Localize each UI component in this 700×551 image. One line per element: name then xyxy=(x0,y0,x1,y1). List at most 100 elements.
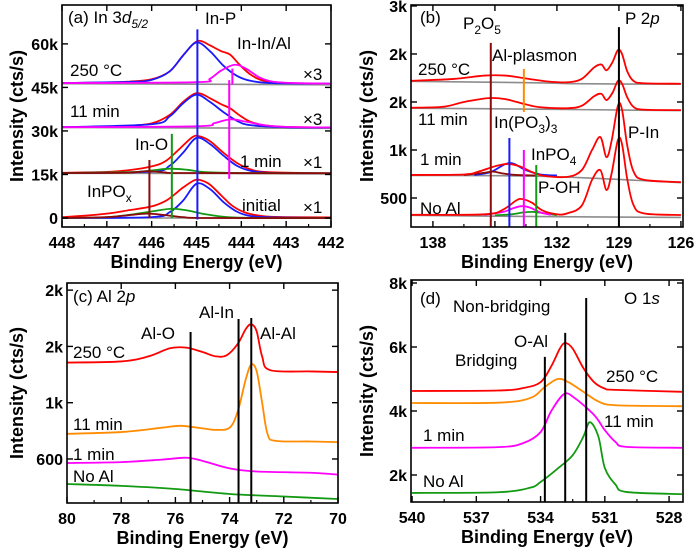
series-line-magenta xyxy=(484,205,551,216)
series-line-magenta xyxy=(412,392,682,449)
y-tick-label: 2k xyxy=(389,47,407,64)
y-tick-label: 6k xyxy=(389,340,407,357)
panel-c-annotations: (c) Al 2p Al-O Al-In Al-Al 250 °C 11 min… xyxy=(73,287,296,486)
y-tick-label: 2k xyxy=(389,468,407,485)
label-250c: 250 °C xyxy=(418,60,470,79)
y-tick-label: 2k xyxy=(389,95,407,112)
x-axis-title: Binding Energy (eV) xyxy=(461,252,633,272)
label-initial: initial xyxy=(242,196,281,215)
label-250c: 250 °C xyxy=(606,367,658,386)
x-tick-label: 80 xyxy=(58,511,76,528)
label-non-bridging: Non-bridging xyxy=(453,297,550,316)
series-line-green xyxy=(67,483,338,500)
plot-frame xyxy=(410,279,684,503)
x-tick-label: 444 xyxy=(228,235,255,252)
y-tick-label: 15k xyxy=(31,167,58,184)
series-line-blue xyxy=(62,41,331,85)
y-axis-title: Intensity (cts/s) xyxy=(7,327,27,459)
label-bridging: Bridging xyxy=(455,351,517,370)
x-tick-label: 126 xyxy=(668,235,695,252)
scale-x1: ×1 xyxy=(303,198,322,217)
panel-d-annotations: (d) O 1s Non-bridging O-Al Bridging 250 … xyxy=(420,289,660,491)
series-line-red xyxy=(411,136,681,216)
panel-b-label: (b) xyxy=(420,8,441,27)
label-11min: 11 min xyxy=(70,102,120,121)
label-al-o: Al-O xyxy=(141,324,175,343)
label-al-plasmon: Al-plasmon xyxy=(492,46,577,65)
series-line-orange xyxy=(412,377,682,408)
y-tick-label: 8k xyxy=(389,276,407,293)
y-tick-label: 1k xyxy=(389,143,407,160)
plot-area xyxy=(411,48,681,219)
label-in-p: In-P xyxy=(205,9,236,28)
x-tick-label: 537 xyxy=(463,510,490,527)
plot-frame xyxy=(410,4,684,228)
scale-x3: ×3 xyxy=(303,110,322,129)
x-tick-label: 70 xyxy=(329,511,347,528)
series-line-magenta xyxy=(67,456,338,476)
x-tick-label: 76 xyxy=(167,511,185,528)
label-11min: 11 min xyxy=(604,412,654,431)
x-tick-label: 447 xyxy=(93,235,120,252)
panel-b-title: P 2p xyxy=(625,9,660,28)
panel-d-label: (d) xyxy=(420,289,441,308)
y-axis-title: Intensity (cts/s) xyxy=(7,50,27,182)
label-al-in: Al-In xyxy=(199,303,234,322)
scale-x1: ×1 xyxy=(303,153,322,172)
panel-a-title: (a) In 3d5/2 xyxy=(68,8,148,31)
y-tick-label: 600 xyxy=(36,452,63,469)
label-in-in-al: In-In/Al xyxy=(237,34,291,53)
panel-d-o1s: 540 537 534 531 528 2k 4k 6k 8k Binding Energy (e… xyxy=(357,276,684,547)
panel-c-title: (c) Al 2p xyxy=(73,287,135,306)
x-tick-label: 78 xyxy=(112,511,130,528)
series-line-orange xyxy=(67,363,338,443)
label-inpox: InPOx xyxy=(87,182,132,205)
x-tick-label: 72 xyxy=(275,511,293,528)
label-no-al: No Al xyxy=(420,199,461,218)
series-line-gray xyxy=(411,80,681,86)
y-tick-label: 500 xyxy=(380,191,407,208)
x-axis-title: Binding Energy (eV) xyxy=(461,527,633,547)
x-tick-label: 446 xyxy=(138,235,165,252)
y-tick-label: 2k xyxy=(45,339,63,356)
x-tick-label: 528 xyxy=(656,510,683,527)
x-tick-label: 74 xyxy=(221,511,239,528)
y-tick-label: 4k xyxy=(389,404,407,421)
scale-x3: ×3 xyxy=(303,65,322,84)
label-al-al: Al-Al xyxy=(260,324,296,343)
y-tick-label: 30k xyxy=(31,124,58,141)
series-line-red xyxy=(62,178,331,219)
label-250c: 250 °C xyxy=(73,343,125,362)
series-line-green xyxy=(412,421,682,496)
label-in-po3-3: In(PO3)3 xyxy=(494,113,558,136)
label-p-oh: P-OH xyxy=(538,178,581,197)
y-tick-label: 0 xyxy=(49,211,58,228)
series-line-red xyxy=(411,48,681,85)
x-tick-label: 129 xyxy=(606,235,633,252)
label-11min: 11 min xyxy=(73,415,123,434)
plot-area xyxy=(67,323,338,500)
y-tick-label: 45k xyxy=(31,80,58,97)
x-tick-label: 135 xyxy=(482,235,509,252)
x-tick-label: 540 xyxy=(399,510,426,527)
y-axis-title: Intensity (cts/s) xyxy=(357,50,377,182)
y-tick-label: 60k xyxy=(31,37,58,54)
panel-a-annotations: (a) In 3d5/2 In-P In-In/Al 250 °C ×3 11 … xyxy=(68,8,322,217)
label-in-o: In-O xyxy=(135,135,168,154)
series-line-red xyxy=(67,323,338,373)
label-no-al: No Al xyxy=(423,472,464,491)
series-line-red xyxy=(411,102,681,184)
series-line-red xyxy=(62,134,331,175)
panel-b-p2p: 138 135 132 129 126 500 1k 2k 2k 3k Binding Energy… xyxy=(357,0,694,272)
panel-b-annotations: (b) P 2p P2O5 Al-plasmon 250 °C 11 min I… xyxy=(418,8,660,218)
label-250c: 250 °C xyxy=(70,61,122,80)
label-o-al: O-Al xyxy=(514,332,548,351)
y-tick-label: 2k xyxy=(45,283,63,300)
x-axis-title: Binding Energy (eV) xyxy=(116,528,288,548)
series-line-magenta xyxy=(62,118,331,129)
series-line-brown xyxy=(62,212,331,219)
panel-d-title: O 1s xyxy=(624,289,660,308)
x-tick-label: 531 xyxy=(591,510,618,527)
x-tick-label: 132 xyxy=(544,235,571,252)
series-line-brown xyxy=(463,170,537,177)
